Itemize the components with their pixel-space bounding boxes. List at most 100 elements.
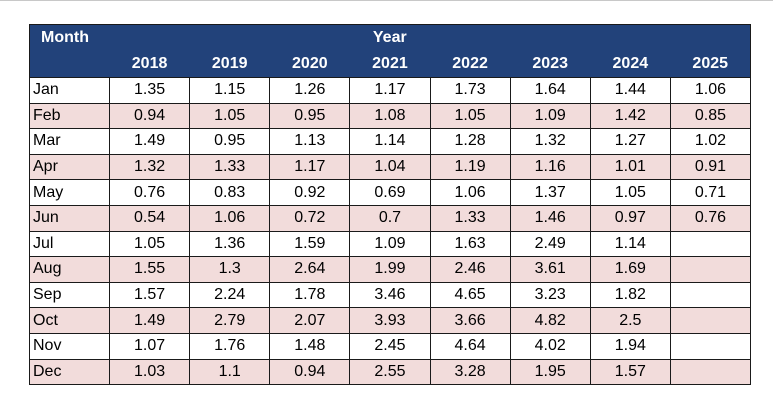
value-cell: 1.06 (669, 77, 752, 104)
header-spacer (29, 51, 110, 78)
year-header: 2024 (590, 51, 671, 78)
value-cell: 0.76 (108, 179, 191, 206)
value-cell: 0.76 (669, 204, 752, 232)
value-cell: 1.1 (189, 358, 271, 386)
value-cell: 1.49 (108, 128, 191, 155)
month-cell: Feb (29, 102, 110, 130)
value-cell: 0.72 (269, 204, 351, 232)
value-cell: 1.13 (269, 128, 351, 155)
value-cell: 0.94 (269, 358, 351, 386)
year-group-header: Year (109, 24, 751, 51)
value-cell: 1.76 (189, 332, 271, 360)
value-cell: 1.35 (108, 77, 191, 104)
value-cell: 1.01 (589, 153, 671, 181)
value-cell: 1.28 (429, 128, 511, 155)
value-cell: 1.42 (589, 102, 671, 130)
top-divider (0, 0, 773, 1)
value-cell: 1.03 (108, 358, 191, 386)
year-header: 2023 (510, 51, 591, 78)
value-cell: 3.61 (509, 256, 591, 283)
value-cell: 2.79 (189, 307, 271, 334)
table-row: Aug 1.55 1.3 2.64 1.99 2.46 3.61 1.69 (29, 256, 752, 283)
header-row-years: 2018 2019 2020 2021 2022 2023 2024 2025 (29, 51, 751, 78)
value-cell: 1.09 (509, 102, 591, 130)
value-cell: 1.95 (509, 358, 591, 386)
value-cell: 4.64 (429, 332, 511, 360)
year-header: 2025 (670, 51, 751, 78)
year-header: 2019 (189, 51, 270, 78)
value-cell: 1.14 (589, 230, 671, 258)
value-cell: 1.73 (429, 77, 511, 104)
value-cell: 1.09 (349, 230, 431, 258)
year-header: 2018 (109, 51, 190, 78)
value-cell: 4.65 (429, 281, 511, 309)
value-cell: 3.66 (429, 307, 511, 334)
value-cell: 2.07 (269, 307, 351, 334)
month-cell: Oct (29, 307, 110, 334)
value-cell: 1.33 (429, 204, 511, 232)
value-cell: 1.05 (108, 230, 191, 258)
year-header: 2020 (269, 51, 350, 78)
value-cell: 1.08 (349, 102, 431, 130)
table-row: May 0.76 0.83 0.92 0.69 1.06 1.37 1.05 0.71 (29, 179, 752, 206)
value-cell: 1.15 (189, 77, 271, 104)
table-row: Jan 1.35 1.15 1.26 1.17 1.73 1.64 1.44 1.06 (29, 77, 752, 104)
value-cell: 1.99 (349, 256, 431, 283)
value-cell (669, 230, 752, 258)
value-cell: 3.28 (429, 358, 511, 386)
value-cell: 4.02 (509, 332, 591, 360)
value-cell: 1.16 (509, 153, 591, 181)
value-cell: 1.37 (509, 179, 591, 206)
table-row: Oct 1.49 2.79 2.07 3.93 3.66 4.82 2.5 (29, 307, 752, 334)
value-cell: 2.64 (269, 256, 351, 283)
value-cell: 1.44 (589, 77, 671, 104)
value-cell: 1.69 (589, 256, 671, 283)
value-cell: 0.85 (669, 102, 752, 130)
value-cell: 1.06 (429, 179, 511, 206)
value-cell: 0.95 (269, 102, 351, 130)
value-cell: 1.32 (509, 128, 591, 155)
value-cell: 3.23 (509, 281, 591, 309)
value-cell: 1.63 (429, 230, 511, 258)
month-cell: Apr (29, 153, 110, 181)
value-cell (669, 307, 752, 334)
value-cell: 0.7 (349, 204, 431, 232)
value-cell: 0.91 (669, 153, 752, 181)
value-cell: 1.64 (509, 77, 591, 104)
value-cell: 1.46 (509, 204, 591, 232)
value-cell: 0.71 (669, 179, 752, 206)
value-cell: 1.07 (108, 332, 191, 360)
value-cell: 1.04 (349, 153, 431, 181)
value-cell: 1.19 (429, 153, 511, 181)
header-row-top: Month Year (29, 24, 751, 51)
value-cell: 1.36 (189, 230, 271, 258)
value-cell: 1.17 (269, 153, 351, 181)
value-cell: 1.48 (269, 332, 351, 360)
value-cell: 1.57 (589, 358, 671, 386)
table-row: Nov 1.07 1.76 1.48 2.45 4.64 4.02 1.94 (29, 332, 752, 360)
value-cell: 1.49 (108, 307, 191, 334)
value-cell: 2.46 (429, 256, 511, 283)
value-cell (669, 256, 752, 283)
table-row: Dec 1.03 1.1 0.94 2.55 3.28 1.95 1.57 (29, 358, 752, 386)
value-cell: 1.17 (349, 77, 431, 104)
table-row: Jun 0.54 1.06 0.72 0.7 1.33 1.46 0.97 0.76 (29, 204, 752, 232)
value-cell: 1.32 (108, 153, 191, 181)
value-cell: 1.78 (269, 281, 351, 309)
year-header: 2022 (430, 51, 511, 78)
value-cell: 2.49 (509, 230, 591, 258)
value-cell: 2.55 (349, 358, 431, 386)
value-cell: 1.26 (269, 77, 351, 104)
month-cell: Jun (29, 204, 110, 232)
value-cell: 3.46 (349, 281, 431, 309)
month-cell: Mar (29, 128, 110, 155)
month-cell: May (29, 179, 110, 206)
value-cell: 0.95 (189, 128, 271, 155)
month-cell: Sep (29, 281, 110, 309)
month-cell: Dec (29, 358, 110, 386)
value-cell: 1.57 (108, 281, 191, 309)
table-row: Feb 0.94 1.05 0.95 1.08 1.05 1.09 1.42 0.85 (29, 102, 752, 130)
value-cell: 1.82 (589, 281, 671, 309)
value-cell: 1.27 (589, 128, 671, 155)
value-cell: 1.55 (108, 256, 191, 283)
